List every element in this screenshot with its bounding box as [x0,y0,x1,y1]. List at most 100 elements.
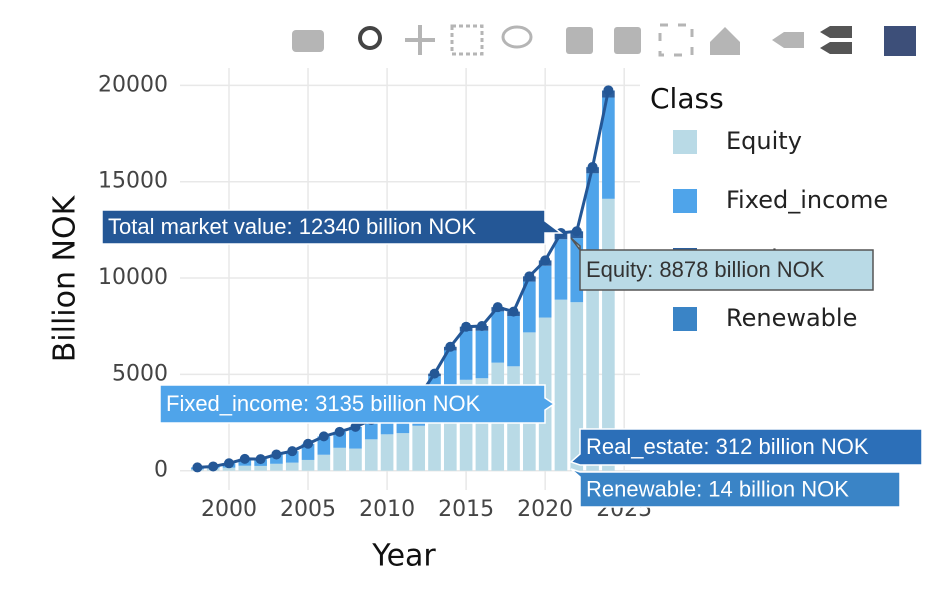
total-point [461,321,472,332]
legend-swatch[interactable] [673,130,697,154]
lasso-button[interactable] [501,25,533,49]
total-point [492,302,503,313]
bar [554,239,568,300]
bar [333,431,346,448]
bar [443,350,457,395]
x-tick-label: 2020 [517,497,573,522]
bar [238,465,252,471]
bar [285,462,299,471]
modebar [292,23,916,57]
total-point [571,226,582,237]
total-point [524,271,535,282]
bar [364,419,378,440]
legend-label: Renewable [726,304,857,332]
bar [602,97,615,199]
bar [538,265,552,318]
spike-button[interactable] [772,32,804,48]
total-point [334,426,345,437]
hover-box [101,209,564,245]
legend-label: Fixed_income [726,186,888,214]
legend-title: Class [650,82,724,115]
total-point [224,458,235,469]
total-point [540,255,551,266]
y-tick-label: 15000 [98,169,168,194]
plotly-logo[interactable] [884,26,916,56]
bar [491,311,505,363]
bar [317,436,331,455]
total-point [508,306,519,317]
total-point [445,341,456,352]
x-tick-label: 2005 [280,497,336,522]
hover-text: Renewable: 14 billion NOK [586,476,849,501]
bar [412,425,426,471]
total-point [255,454,266,465]
bar [364,439,378,471]
hover-box [159,384,556,424]
x-axis-title: Year [371,539,436,574]
hover-label: Total market value: 12340 billion NOK [101,209,564,245]
zoom-button[interactable] [358,26,382,50]
bar [349,426,362,449]
bar [301,459,315,471]
hover-label: Real_estate: 312 billion NOK [569,428,923,466]
total-point [192,462,203,473]
y-tick-label: 0 [154,458,168,483]
bar [333,447,346,471]
bar [254,465,267,471]
bar [285,451,299,463]
bar [507,315,520,367]
bar [270,463,283,471]
y-tick-label: 10000 [98,265,168,290]
x-tick-label: 2000 [201,497,257,522]
total-point [476,321,487,332]
x-tick-label: 2015 [438,497,494,522]
bar [380,434,394,471]
hover-text: Real_estate: 312 billion NOK [586,434,869,459]
legend-label: Equity [726,127,802,155]
legend-swatch[interactable] [673,307,697,331]
reset-button[interactable] [710,27,740,55]
hover-box [570,237,874,291]
plot [180,68,640,490]
total-point [603,85,614,96]
autoscale-button[interactable] [658,23,694,57]
x-tick-label: 2010 [359,497,415,522]
bar [475,330,489,379]
total-point [350,421,361,432]
bar [349,448,362,471]
zoom-out-button[interactable] [614,27,641,54]
hover-text: Total market value: 12340 billion NOK [108,214,476,239]
bar [301,443,315,460]
bar [396,433,410,471]
select-button[interactable] [450,24,484,56]
bar [586,173,599,255]
hover-label: Equity: 8878 billion NOK [570,237,874,291]
bar [523,281,536,333]
total-point [208,461,219,472]
hover-text: Equity: 8878 billion NOK [586,257,825,282]
bar [586,254,599,471]
zoom-in-button[interactable] [566,27,593,54]
hover-label: Renewable: 14 billion NOK [570,468,901,508]
total-point [587,161,598,172]
hover-box [570,468,901,508]
total-point [429,368,440,379]
camera-button[interactable] [292,30,324,52]
total-point [239,453,250,464]
hover-box [569,428,923,466]
total-point [303,438,314,449]
compare-button[interactable] [820,26,852,54]
total-point [271,449,282,460]
y-tick-label: 20000 [98,72,168,97]
legend-swatch[interactable] [673,189,697,213]
hover-label: Fixed_income: 3135 billion NOK [159,384,556,424]
bar [428,411,441,471]
pan-button[interactable] [405,25,435,55]
bar [554,299,568,471]
bar [459,331,473,380]
total-point [318,431,329,442]
bar [222,467,236,471]
hover-text: Fixed_income: 3135 billion NOK [166,391,481,416]
y-tick-label: 5000 [112,361,168,386]
